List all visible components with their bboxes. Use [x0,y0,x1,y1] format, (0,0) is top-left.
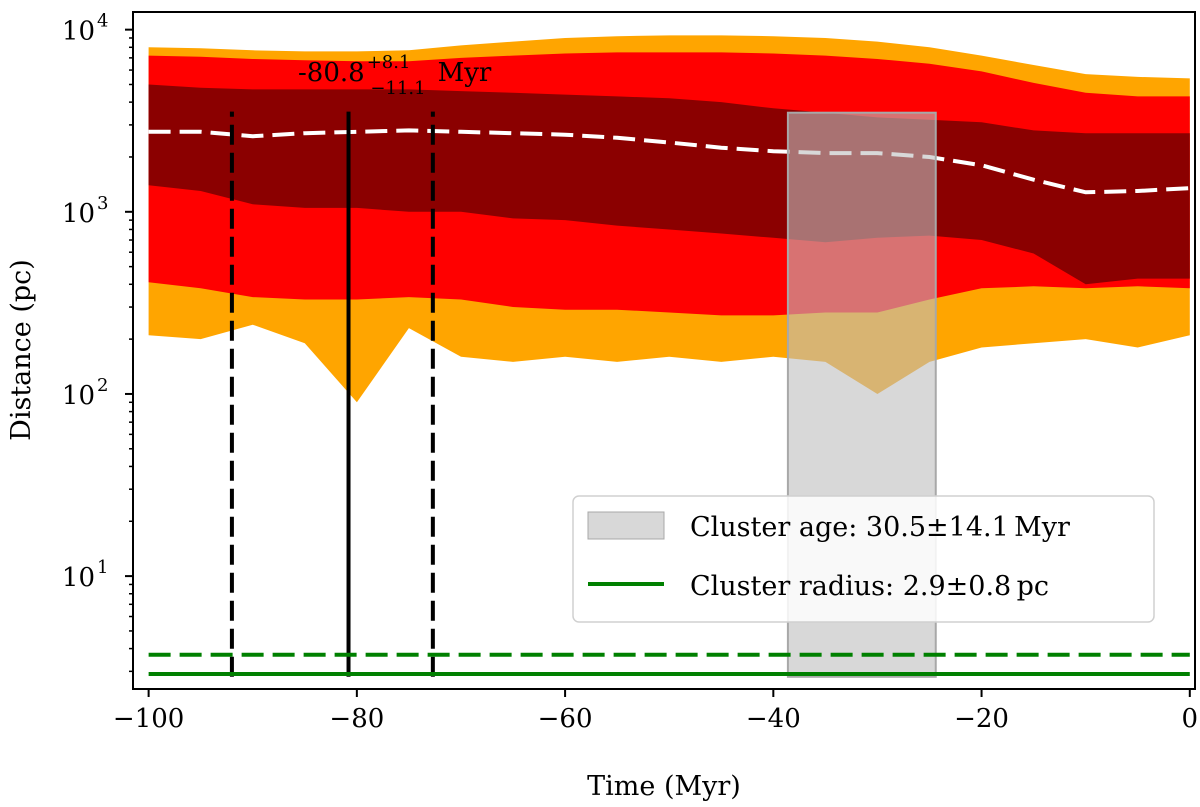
y-tick-base: 10 [62,381,95,411]
y-axis-title: Distance (pc) [6,259,37,441]
plot-content [148,35,1190,678]
annotation-unit: Myr [438,58,492,88]
y-tick-base: 10 [62,17,95,47]
median-line [148,128,1190,195]
y-tick-label: 10 [62,563,95,593]
x-tick-label: −60 [538,704,593,734]
legend-box [572,495,1155,623]
y-tick-base: 10 [62,199,95,229]
annotation-sub: −11.1 [370,78,425,99]
x-axis-title: Time (Myr) [587,771,741,802]
legend-age-patch [587,511,665,540]
y-tick-label: 10 [62,381,95,411]
y-tick-exponent: 4 [97,11,108,32]
legend: Cluster age: 30.5±14.1 Myr Cluster radiu… [572,495,1155,623]
x-tick-label: −100 [113,704,184,734]
annotation-sup: +8.1 [367,52,411,73]
y-tick-label: 10 [62,199,95,229]
annotation-value: -80.8 [298,58,365,88]
y-tick-exponent: 1 [97,557,108,578]
x-tick-label: 0 [1182,704,1199,734]
plot-frame [132,11,1196,690]
y-tick-base: 10 [62,563,95,593]
x-tick-label: −80 [329,704,384,734]
y-tick-label: 10 [62,17,95,47]
legend-age-label: Cluster age: 30.5±14.1 Myr [690,512,1070,543]
y-tick-exponent: 3 [97,193,108,214]
x-tick-label: −20 [954,704,1009,734]
y-tick-exponent: 2 [97,375,108,396]
x-tick-label: −40 [746,704,801,734]
legend-radius-label: Cluster radius: 2.9±0.8 pc [690,571,1049,602]
x-axis: −100 −80 −60 −40 −20 0 [113,689,1198,734]
annotation-label: -80.8 +8.1 −11.1 Myr [298,52,492,99]
